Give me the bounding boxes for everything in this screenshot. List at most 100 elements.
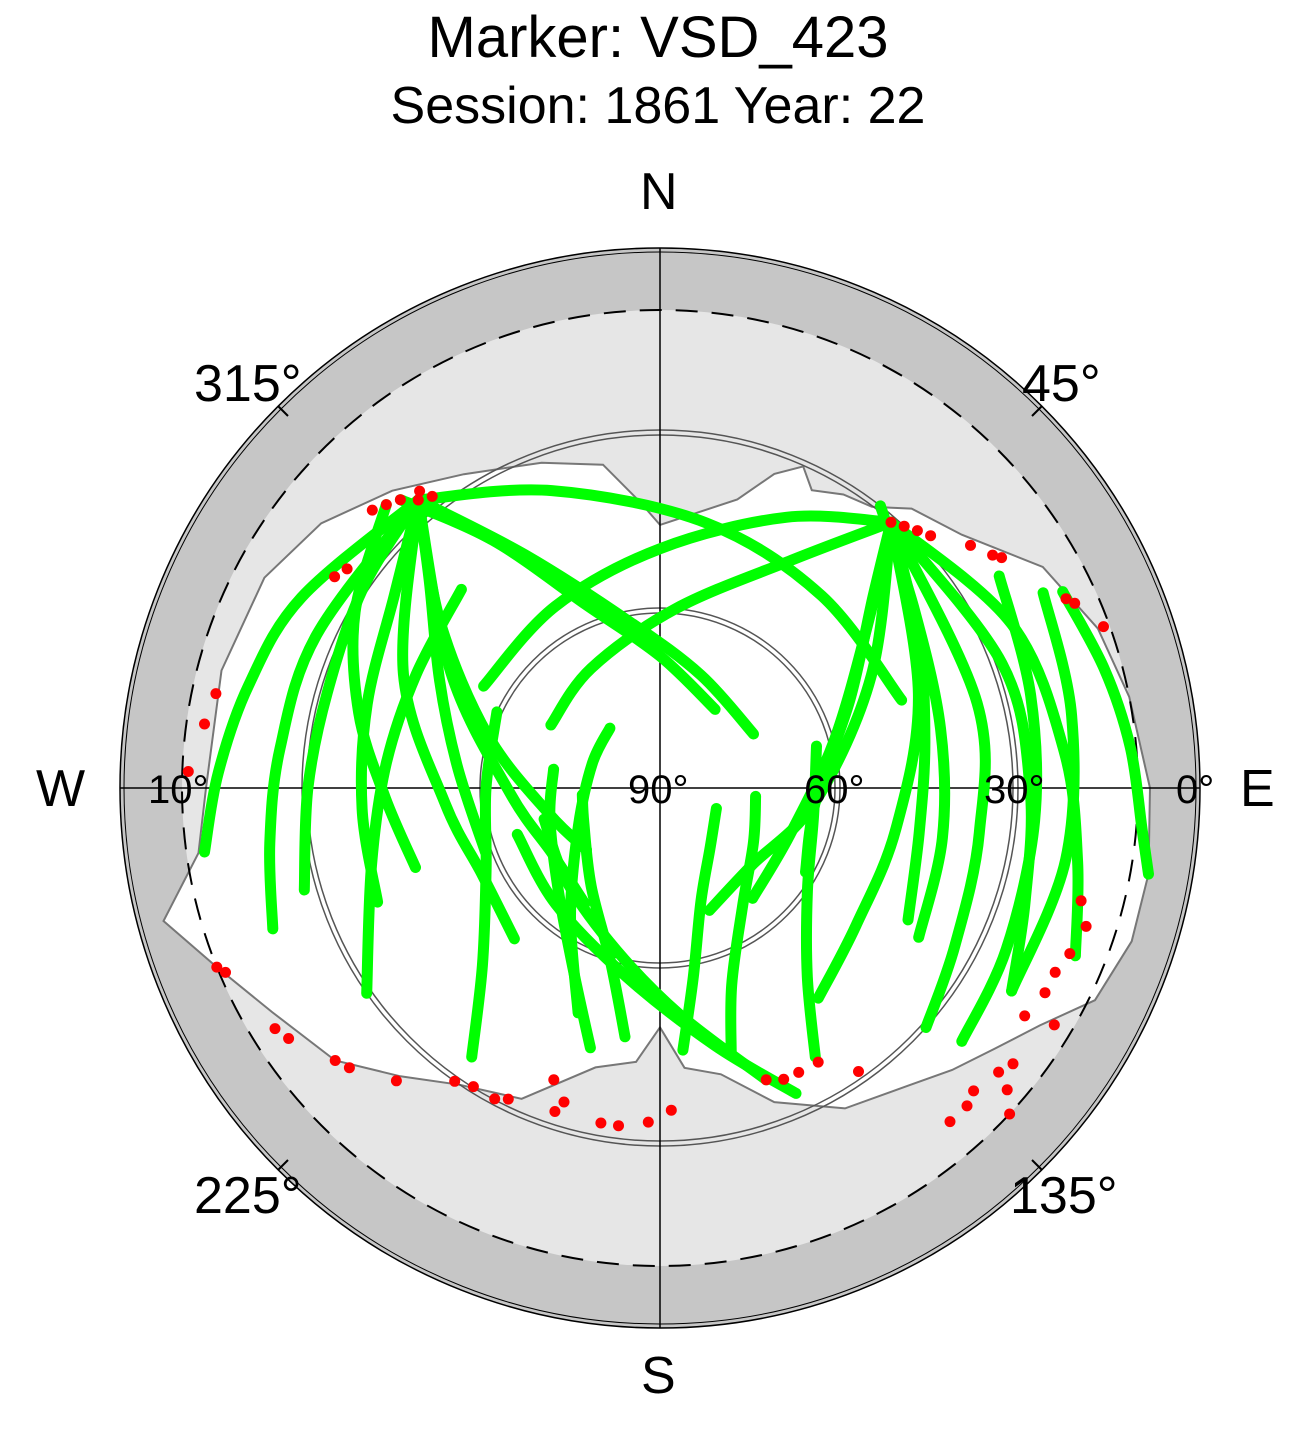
track-endpoint-17 [390,1075,402,1087]
satellite-track-30 [725,790,762,1060]
track-endpoint-37 [925,530,937,542]
track-endpoint-39 [987,549,999,561]
track-endpoint-20 [489,1093,501,1105]
satellite-track-11 [394,494,721,715]
azimuth-label-225: 225° [194,1167,302,1225]
track-endpoints [182,485,1109,1132]
elevation-label-60: 60° [804,768,865,812]
track-endpoint-49 [1019,1010,1031,1022]
track-endpoint-24 [549,1106,561,1117]
azimuth-label-315: 315° [194,355,302,413]
track-endpoint-28 [665,1104,677,1116]
satellite-track-19 [885,516,1084,962]
track-endpoint-40 [996,552,1008,564]
satellite-track-21 [478,510,897,692]
satellite-track-17 [885,516,991,1033]
satellite-tracks [199,484,1154,1099]
track-endpoint-50 [1007,1058,1019,1070]
track-endpoint-35 [898,520,910,532]
track-endpoint-27 [642,1116,654,1128]
track-endpoint-33 [853,1066,864,1077]
track-endpoint-8 [210,688,222,700]
track-endpoint-11 [211,961,223,973]
satellite-track-22 [874,500,951,943]
track-endpoint-2 [380,499,392,511]
track-endpoint-18 [449,1075,461,1087]
satellite-track-27 [576,789,631,1043]
compass-south-label: S [641,1347,676,1405]
tick-225 [277,1159,289,1171]
tick-135 [1031,1159,1043,1171]
track-endpoint-30 [778,1073,790,1085]
satellite-track-35 [361,583,467,999]
track-endpoint-57 [1004,1108,1016,1120]
satellite-track-34 [466,706,503,1063]
visible-horizon-area [162,461,1152,1110]
track-endpoint-44 [1075,895,1087,907]
track-endpoint-16 [343,1062,355,1074]
track-endpoint-43 [1098,621,1109,633]
track-endpoint-21 [502,1093,514,1105]
compass-west-label: W [36,760,86,818]
track-endpoint-48 [1039,987,1051,999]
track-endpoint-53 [968,1085,980,1097]
track-endpoint-0 [412,494,424,506]
track-endpoint-47 [1049,966,1061,978]
satellite-track-2 [412,494,491,858]
track-endpoint-4 [426,490,438,502]
satellite-track-9 [199,494,424,858]
track-endpoint-22 [548,1074,560,1086]
track-endpoint-51 [993,1066,1005,1078]
satellite-track-16 [812,516,924,1004]
satellite-track-7 [298,494,424,896]
track-endpoint-19 [467,1081,479,1093]
track-endpoint-46 [1064,948,1076,960]
satellite-track-18 [885,516,1037,997]
track-endpoint-55 [944,1116,956,1128]
track-endpoint-34 [885,516,897,528]
satellite-track-33 [511,828,802,1099]
elevation-label-30: 30° [984,768,1045,812]
satellite-track-23 [1057,586,1154,880]
track-endpoint-41 [1060,593,1072,605]
track-endpoint-26 [613,1120,624,1132]
chart-subtitle: Session: 1861 Year: 22 [390,77,926,135]
track-endpoint-13 [269,1023,281,1035]
track-endpoint-7 [329,571,341,583]
satellite-track-20 [545,516,897,731]
track-endpoint-42 [1069,597,1081,609]
elevation-label-90: 90° [628,768,689,812]
track-endpoint-15 [329,1055,341,1066]
satellite-track-25 [956,570,1043,1047]
track-endpoint-5 [414,485,426,497]
track-endpoint-9 [199,718,210,730]
track-endpoint-6 [341,563,353,575]
track-endpoint-56 [1048,1019,1060,1031]
track-endpoint-10 [182,766,194,777]
satellite-track-6 [355,494,424,908]
azimuth-label-45: 45° [1022,355,1101,413]
compass-east-label: E [1240,760,1275,818]
satellite-track-10 [347,499,421,873]
track-endpoint-14 [283,1033,295,1044]
track-endpoint-23 [558,1096,570,1108]
tick-315 [277,405,289,417]
chart-title: Marker: VSD_423 [427,5,889,70]
track-endpoint-32 [812,1056,824,1068]
track-endpoint-29 [760,1074,772,1086]
tick-45 [1031,405,1043,417]
track-endpoint-1 [394,494,406,506]
track-endpoint-25 [595,1117,607,1129]
elevation-label-10-west: 10° [148,768,209,812]
satellite-track-31 [800,740,822,1063]
track-endpoint-38 [965,539,976,551]
track-endpoint-45 [1080,920,1092,932]
track-endpoint-52 [1001,1084,1013,1096]
satellite-track-29 [677,803,722,1056]
satellite-track-28 [544,763,596,1054]
track-endpoint-31 [793,1066,805,1078]
track-endpoint-12 [220,966,231,978]
satellite-track-5 [412,484,908,706]
elevation-label-0: 0° [1176,768,1215,812]
